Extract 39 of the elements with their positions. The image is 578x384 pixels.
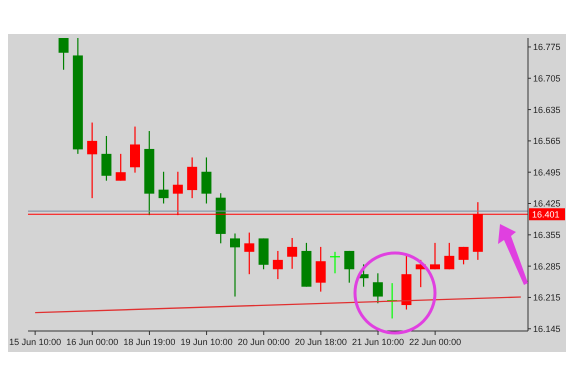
y-tick-label: 16.635: [533, 104, 561, 115]
x-tick-label: 20 Jun 18:00: [294, 337, 347, 347]
candlestick: [101, 135, 112, 182]
candlestick: [201, 156, 212, 204]
y-tick-label: 16.425: [533, 198, 561, 209]
candlestick: [372, 272, 383, 304]
candlestick: [244, 232, 254, 275]
x-tick-label: 19 Jun 10:00: [180, 337, 233, 347]
y-tick-label: 16.775: [533, 42, 561, 52]
x-tick-label: 16 Jun 00:00: [66, 337, 118, 347]
x-tick-label: 18 Jun 19:00: [123, 337, 176, 347]
candlestick: [187, 156, 198, 199]
candlestick: [386, 282, 398, 320]
candlestick: [444, 242, 454, 270]
candlestick: [158, 171, 169, 204]
x-tick-label: 21 Jun 10:00: [352, 337, 404, 347]
candlestick: [58, 38, 69, 70]
ref-line-label: 16.401: [532, 210, 560, 220]
y-tick-label: 16.355: [533, 230, 561, 240]
y-tick-label: 16.285: [533, 261, 561, 272]
x-tick-label: 20 Jun 00:00: [238, 337, 290, 347]
x-tick-label: 15 Jun 10:00: [9, 337, 62, 347]
candlestick: [287, 237, 298, 270]
candlestick: [316, 246, 326, 292]
y-tick-label: 16.495: [533, 167, 561, 178]
y-tick-label: 16.215: [533, 292, 561, 303]
candlestick: [272, 250, 283, 280]
x-tick-label: 22 Jun 00:00: [409, 337, 462, 347]
candlestick: [230, 232, 240, 298]
candlestick: [430, 242, 440, 270]
y-tick-label: 16.145: [533, 324, 561, 334]
y-tick-label: 16.565: [533, 136, 561, 146]
candlestick: [329, 251, 341, 274]
candlestick: [130, 126, 140, 174]
candlestick: [116, 153, 126, 182]
y-tick-label: 16.705: [533, 73, 561, 84]
candlestick: [458, 246, 469, 265]
candlestick: [344, 250, 354, 284]
candlestick: [87, 122, 98, 199]
